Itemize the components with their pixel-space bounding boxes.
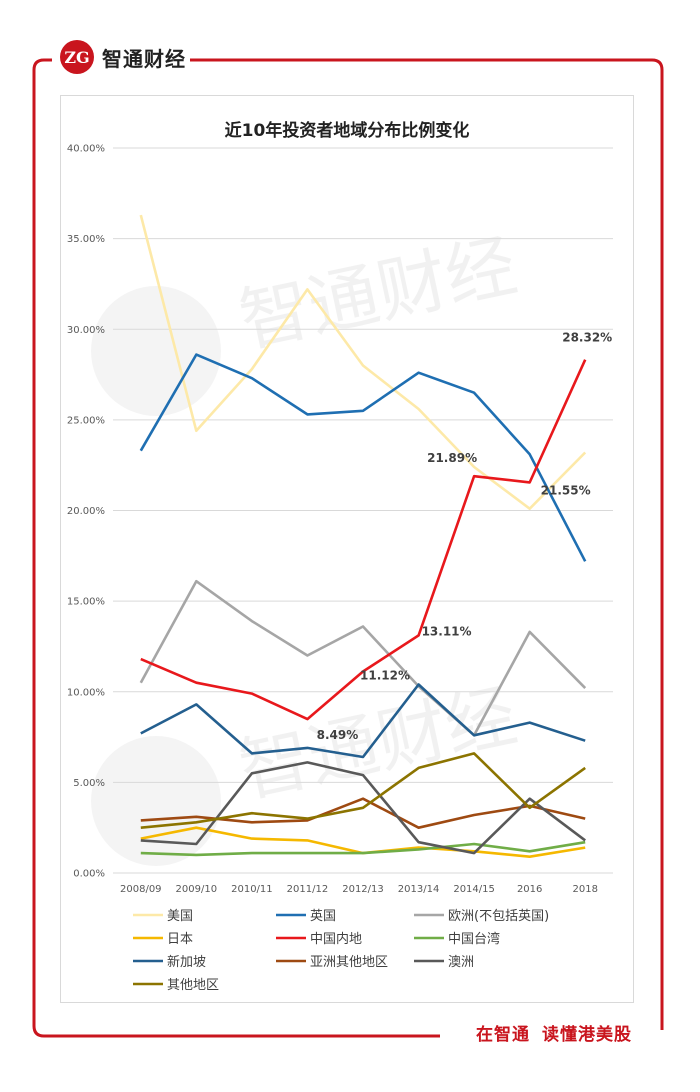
watermark-logo-icon bbox=[91, 286, 221, 416]
legend-item: 日本 bbox=[133, 932, 193, 947]
legend-item: 其他地区 bbox=[133, 978, 219, 993]
y-tick-label: 25.00% bbox=[67, 415, 105, 426]
data-label: 11.12% bbox=[360, 668, 410, 682]
legend-label: 日本 bbox=[167, 932, 193, 947]
brand-name: 智通财经 bbox=[102, 43, 186, 72]
legend-item: 欧洲(不包括英国) bbox=[414, 909, 549, 924]
y-tick-label: 0.00% bbox=[73, 869, 105, 880]
legend-label: 欧洲(不包括英国) bbox=[448, 909, 549, 924]
x-axis: 2008/09 2009/10 2010/11 2011/12 2012/13 2013/… bbox=[120, 884, 598, 895]
slogan: 在智通 读懂港美股 bbox=[470, 1020, 638, 1045]
annotation-layer: 8.49% 11.12% 13.11% 21.89% 21.55% 28.32% bbox=[317, 331, 613, 742]
data-label: 28.32% bbox=[562, 331, 612, 345]
x-tick-label: 2018 bbox=[572, 884, 597, 895]
y-tick-label: 15.00% bbox=[67, 597, 105, 608]
legend-label: 新加坡 bbox=[167, 954, 206, 970]
legend-item: 中国内地 bbox=[276, 931, 362, 947]
x-tick-label: 2008/09 bbox=[120, 884, 162, 895]
data-label: 21.55% bbox=[541, 483, 591, 497]
legend-item: 英国 bbox=[276, 909, 336, 924]
chart-container: 智通财经 智通财经 近10年投资者地域分布比例变化 0.00% 5.00% 10.0… bbox=[60, 95, 634, 1003]
y-tick-label: 30.00% bbox=[67, 325, 105, 336]
data-label: 8.49% bbox=[317, 728, 359, 742]
x-tick-label: 2014/15 bbox=[453, 884, 495, 895]
data-label: 21.89% bbox=[427, 451, 477, 465]
brand-logo-icon: ZG bbox=[60, 40, 94, 74]
x-tick-label: 2011/12 bbox=[287, 884, 329, 895]
data-label: 13.11% bbox=[422, 624, 472, 638]
legend-label: 其他地区 bbox=[167, 978, 219, 993]
legend-label: 澳洲 bbox=[448, 954, 474, 970]
x-tick-label: 2009/10 bbox=[176, 884, 218, 895]
slogan-part2: 读懂港美股 bbox=[542, 1020, 632, 1045]
chart-title: 近10年投资者地域分布比例变化 bbox=[225, 120, 470, 141]
x-tick-label: 2012/13 bbox=[342, 884, 384, 895]
legend-label: 中国台湾 bbox=[448, 931, 500, 947]
y-tick-label: 35.00% bbox=[67, 234, 105, 245]
y-tick-label: 40.00% bbox=[67, 144, 105, 155]
brand-header: ZG 智通财经 bbox=[60, 40, 186, 74]
legend-item: 中国台湾 bbox=[414, 931, 500, 947]
legend-label: 亚洲其他地区 bbox=[310, 955, 388, 970]
slogan-part1: 在智通 bbox=[476, 1020, 530, 1045]
legend-item: 亚洲其他地区 bbox=[276, 955, 388, 970]
line-chart: 智通财经 智通财经 近10年投资者地域分布比例变化 0.00% 5.00% 10.0… bbox=[61, 96, 633, 1002]
series-line bbox=[141, 842, 585, 855]
watermark-layer: 智通财经 智通财经 bbox=[91, 224, 523, 866]
legend-item: 美国 bbox=[133, 909, 193, 924]
x-tick-label: 2010/11 bbox=[231, 884, 273, 895]
legend-item: 新加坡 bbox=[133, 954, 206, 970]
y-tick-label: 5.00% bbox=[73, 778, 105, 789]
legend-item: 澳洲 bbox=[414, 954, 474, 970]
y-axis: 0.00% 5.00% 10.00% 15.00% 20.00% 25.00% 30.00%… bbox=[67, 144, 105, 880]
series-line bbox=[141, 360, 585, 719]
legend-label: 英国 bbox=[310, 909, 336, 924]
watermark-logo-icon bbox=[91, 736, 221, 866]
legend-label: 美国 bbox=[167, 909, 193, 924]
x-tick-label: 2013/14 bbox=[398, 884, 440, 895]
y-tick-label: 20.00% bbox=[67, 506, 105, 517]
y-tick-label: 10.00% bbox=[67, 687, 105, 698]
x-tick-label: 2016 bbox=[517, 884, 542, 895]
watermark-text: 智通财经 bbox=[232, 224, 523, 362]
legend-label: 中国内地 bbox=[310, 931, 362, 947]
